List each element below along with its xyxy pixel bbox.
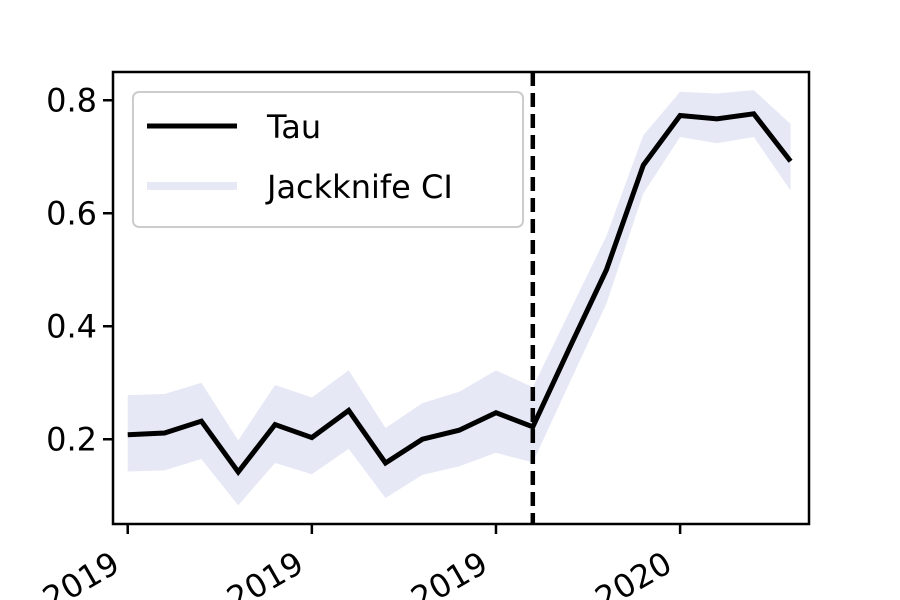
legend: Tau Jackknife CI <box>132 91 524 228</box>
plot-frame <box>111 70 811 526</box>
y-tick-label: 0.8 <box>46 81 97 119</box>
legend-label-ci: Jackknife CI <box>265 168 453 206</box>
x-tick-label: 2020 <box>589 544 679 600</box>
y-tick-label: 0.2 <box>46 420 97 458</box>
legend-label-tau: Tau <box>266 108 321 146</box>
tau-line <box>127 111 793 477</box>
jackknife-ci-band <box>127 90 791 506</box>
x-axis: 2019 2019 2019 2020 <box>36 524 682 600</box>
y-axis: 0.2 0.4 0.6 0.8 <box>46 81 113 458</box>
confidence-band-layer <box>127 90 791 506</box>
x-tick-label: 2019 <box>220 544 310 600</box>
legend-box <box>132 91 524 228</box>
y-tick-label: 0.4 <box>46 307 97 345</box>
series-layer <box>127 111 793 477</box>
x-tick-label: 2019 <box>36 544 126 600</box>
y-tick-label: 0.6 <box>46 194 97 232</box>
x-tick-label: 2019 <box>404 544 494 600</box>
